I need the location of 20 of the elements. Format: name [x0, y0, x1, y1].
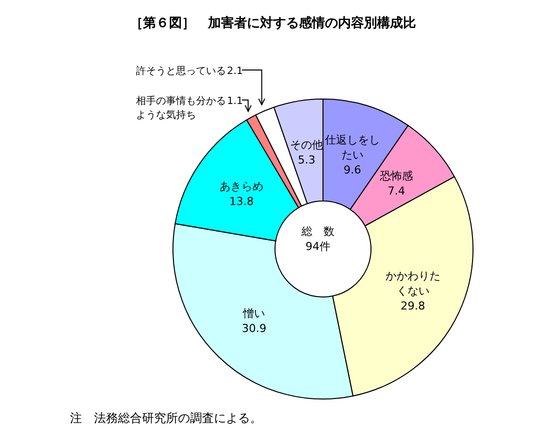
data-label: 29.8 — [400, 300, 426, 313]
slice-label: かかわりたくない — [385, 270, 440, 298]
slice-label: あきらめ — [219, 180, 264, 193]
text: 94件 — [304, 239, 332, 254]
data-label: 13.8 — [229, 194, 254, 208]
slice-label: 憎い — [242, 307, 266, 320]
data-label: 30.9 — [242, 322, 266, 336]
data-label: 9.6 — [344, 163, 362, 176]
data-label: 2.1 — [227, 66, 243, 77]
slice-label: その他 — [290, 138, 324, 152]
chart-title: ［第６図］ 加害者に対する感情の内容別構成比 — [129, 14, 417, 32]
data-label: 7.4 — [388, 184, 406, 198]
slice-label: 許そうと思っている — [136, 65, 226, 77]
slice-label: 恐怖感 — [378, 170, 413, 183]
text: 注 法務総合研究所の調査による。 — [70, 410, 262, 427]
slice-label: 仕返しをしたい — [324, 133, 380, 162]
data-label: 5.3 — [298, 153, 316, 166]
text: 総 数 — [300, 224, 336, 239]
data-label: 1.1 — [227, 96, 243, 107]
legend-label: 相手の事情も分かるような気持ち — [136, 95, 226, 121]
